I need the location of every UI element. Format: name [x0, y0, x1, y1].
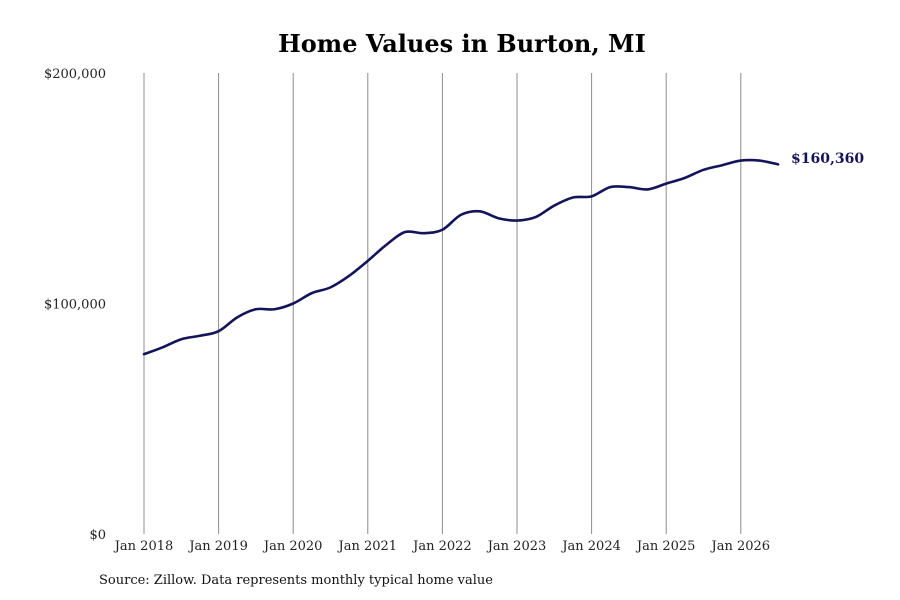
x-tick-label: Jan 2019 — [187, 539, 248, 554]
series-line — [142, 158, 780, 356]
y-tick-label: $100,000 — [44, 298, 106, 313]
x-tick-label: Jan 2024 — [560, 539, 621, 554]
series-group — [142, 158, 780, 356]
x-tick-label: Jan 2023 — [486, 539, 547, 554]
x-tick-label: Jan 2026 — [710, 539, 771, 554]
y-tick-label: $200,000 — [44, 67, 106, 82]
x-tick-label: Jan 2022 — [411, 539, 472, 554]
gridlines — [143, 73, 742, 534]
x-tick-label: Jan 2025 — [635, 539, 696, 554]
y-axis-ticks: $0 $100,000 $200,000 — [44, 67, 106, 543]
end-value-label: $160,360 — [791, 151, 864, 167]
x-tick-label: Jan 2020 — [262, 539, 323, 554]
x-tick-label: Jan 2021 — [337, 539, 398, 554]
source-note: Source: Zillow. Data represents monthly … — [99, 573, 493, 588]
y-tick-label: $0 — [89, 528, 106, 543]
chart-title: Home Values in Burton, MI — [278, 29, 646, 58]
x-axis-ticks: Jan 2018 Jan 2019 Jan 2020 Jan 2021 Jan 2022… — [113, 539, 770, 554]
x-tick-label: Jan 2018 — [113, 539, 174, 554]
